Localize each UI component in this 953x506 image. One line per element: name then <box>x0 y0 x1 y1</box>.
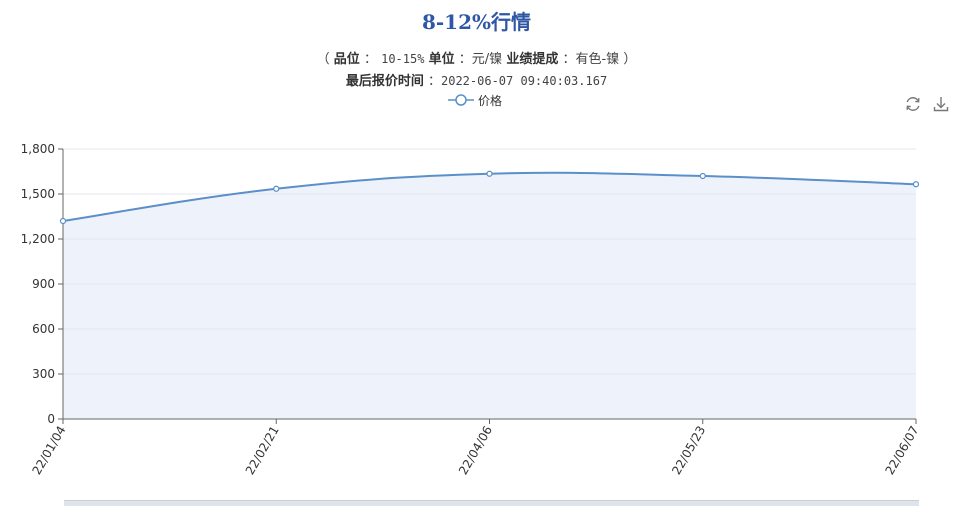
data-point <box>699 172 706 180</box>
x-tick-label: 22/02/21 <box>243 424 282 478</box>
chart-subtitle: （ 品位 ： 10-15% 单位 ：元/镍 业绩提成 ：有色-镍 ） <box>0 48 953 67</box>
legend-label: 价格 <box>478 93 503 108</box>
datazoom-slider[interactable] <box>64 500 919 506</box>
data-point <box>912 181 920 188</box>
data-point <box>59 217 67 225</box>
x-tick-label: 22/06/07 <box>883 424 922 478</box>
y-tick-label: 300 <box>32 367 55 381</box>
legend-item[interactable]: 价格 <box>448 92 502 108</box>
legend-line-circle-icon <box>448 94 474 106</box>
unit-value: 元/镍 <box>471 52 503 67</box>
x-tick-label: 22/05/23 <box>669 424 708 478</box>
series-area <box>63 172 916 419</box>
data-point <box>486 170 493 177</box>
data-point <box>273 185 280 192</box>
y-tick-label: 900 <box>32 277 55 291</box>
pinwei-label: 品位 <box>333 52 360 67</box>
y-tick-label: 1,800 <box>21 142 55 156</box>
y-tick-label: 1,500 <box>21 187 55 201</box>
refresh-icon[interactable] <box>904 95 922 113</box>
y-tick-label: 1,200 <box>21 232 55 246</box>
x-tick-label: 22/04/06 <box>456 424 495 478</box>
paren-open: （ <box>316 52 330 67</box>
y-tick-label: 0 <box>47 412 55 426</box>
category-value: 有色-镍 <box>575 52 620 67</box>
x-tick-label: 22/01/04 <box>30 424 69 478</box>
quote-time-label: 最后报价时间 <box>345 74 424 89</box>
quote-time-value: 2022-06-07 09:40:03.167 <box>441 74 608 88</box>
pinwei-value: 10-15% <box>381 52 425 66</box>
download-icon[interactable] <box>932 95 950 113</box>
quote-time-sep: ： <box>427 74 441 89</box>
chart-title: 8-12%行情 <box>421 10 532 34</box>
pinwei-sep: ： <box>363 52 377 67</box>
paren-close: ） <box>623 52 637 67</box>
unit-sep: ： <box>458 52 472 67</box>
category-label: 业绩提成 <box>506 52 559 67</box>
unit-label: 单位 <box>428 52 455 67</box>
y-tick-label: 600 <box>32 322 55 336</box>
category-sep: ： <box>562 52 576 67</box>
quote-time: 最后报价时间 ：2022-06-07 09:40:03.167 <box>0 70 953 89</box>
